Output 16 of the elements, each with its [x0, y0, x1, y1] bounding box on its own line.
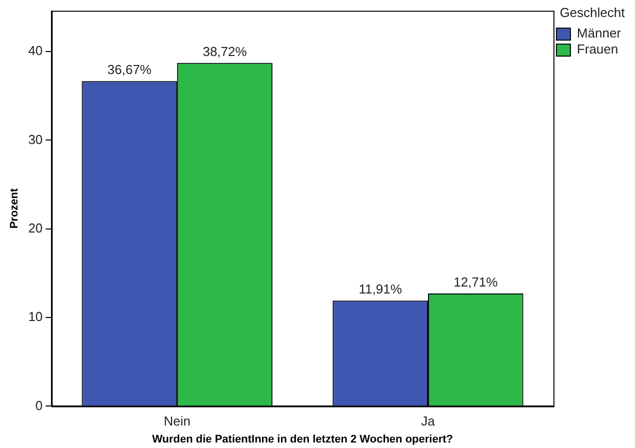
x-tick-label: Ja — [421, 414, 436, 429]
y-tick-label: 20 — [28, 220, 43, 236]
x-axis-title: Wurden die PatientInne in den letzten 2 Wochen operiert? — [152, 433, 454, 446]
y-axis-title: Prozent — [8, 188, 21, 229]
legend-label: Frauen — [576, 42, 618, 57]
legend-title: Geschlecht — [560, 5, 626, 20]
y-tick-label: 40 — [28, 43, 43, 58]
x-tick-label: Nein — [164, 414, 190, 429]
legend-label: Männer — [576, 26, 622, 41]
y-tick-label: 10 — [28, 309, 43, 324]
y-tick-label: 0 — [35, 398, 43, 413]
data-label: 11,91% — [358, 282, 402, 297]
data-label: 12,71% — [454, 274, 498, 290]
data-label: 38,72% — [202, 44, 248, 60]
y-tick-label: 30 — [28, 132, 43, 147]
data-label: 36,67% — [107, 62, 152, 78]
